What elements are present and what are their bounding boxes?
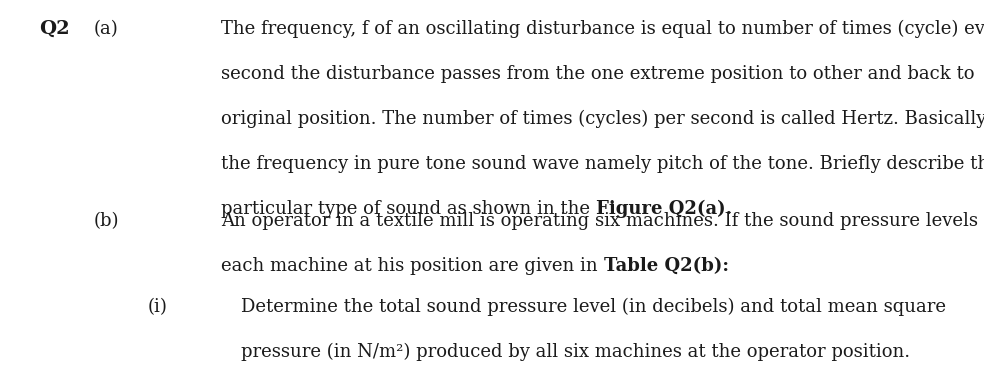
Text: The frequency, ⁠f⁠ of an oscillating disturbance is equal to number of times (cy: The frequency, ⁠f⁠ of an oscillating dis…: [221, 20, 984, 38]
Text: particular type of sound as shown in the: particular type of sound as shown in the: [221, 200, 596, 218]
Text: Determine the total sound pressure level (in decibels) and total mean square: Determine the total sound pressure level…: [241, 298, 946, 316]
Text: (a): (a): [93, 20, 118, 38]
Text: original position. The number of times (cycles) per second is called Hertz. Basi: original position. The number of times (…: [221, 110, 984, 128]
Text: second the disturbance passes from the one extreme position to other and back to: second the disturbance passes from the o…: [221, 65, 975, 83]
Text: the frequency in pure tone sound wave namely pitch of the tone. Briefly describe: the frequency in pure tone sound wave na…: [221, 155, 984, 173]
Text: An operator in a textile mill is operating six machines. If the sound pressure l: An operator in a textile mill is operati…: [221, 212, 984, 230]
Text: each machine at his position are given in: each machine at his position are given i…: [221, 257, 604, 275]
Text: Table Q2(b):: Table Q2(b):: [604, 257, 729, 275]
Text: (i): (i): [148, 298, 167, 316]
Text: Q2: Q2: [39, 20, 70, 38]
Text: pressure (in N/m²) produced by all six machines at the operator position.: pressure (in N/m²) produced by all six m…: [241, 343, 910, 361]
Text: Figure Q2(a).: Figure Q2(a).: [596, 200, 732, 218]
Text: (b): (b): [93, 212, 119, 230]
